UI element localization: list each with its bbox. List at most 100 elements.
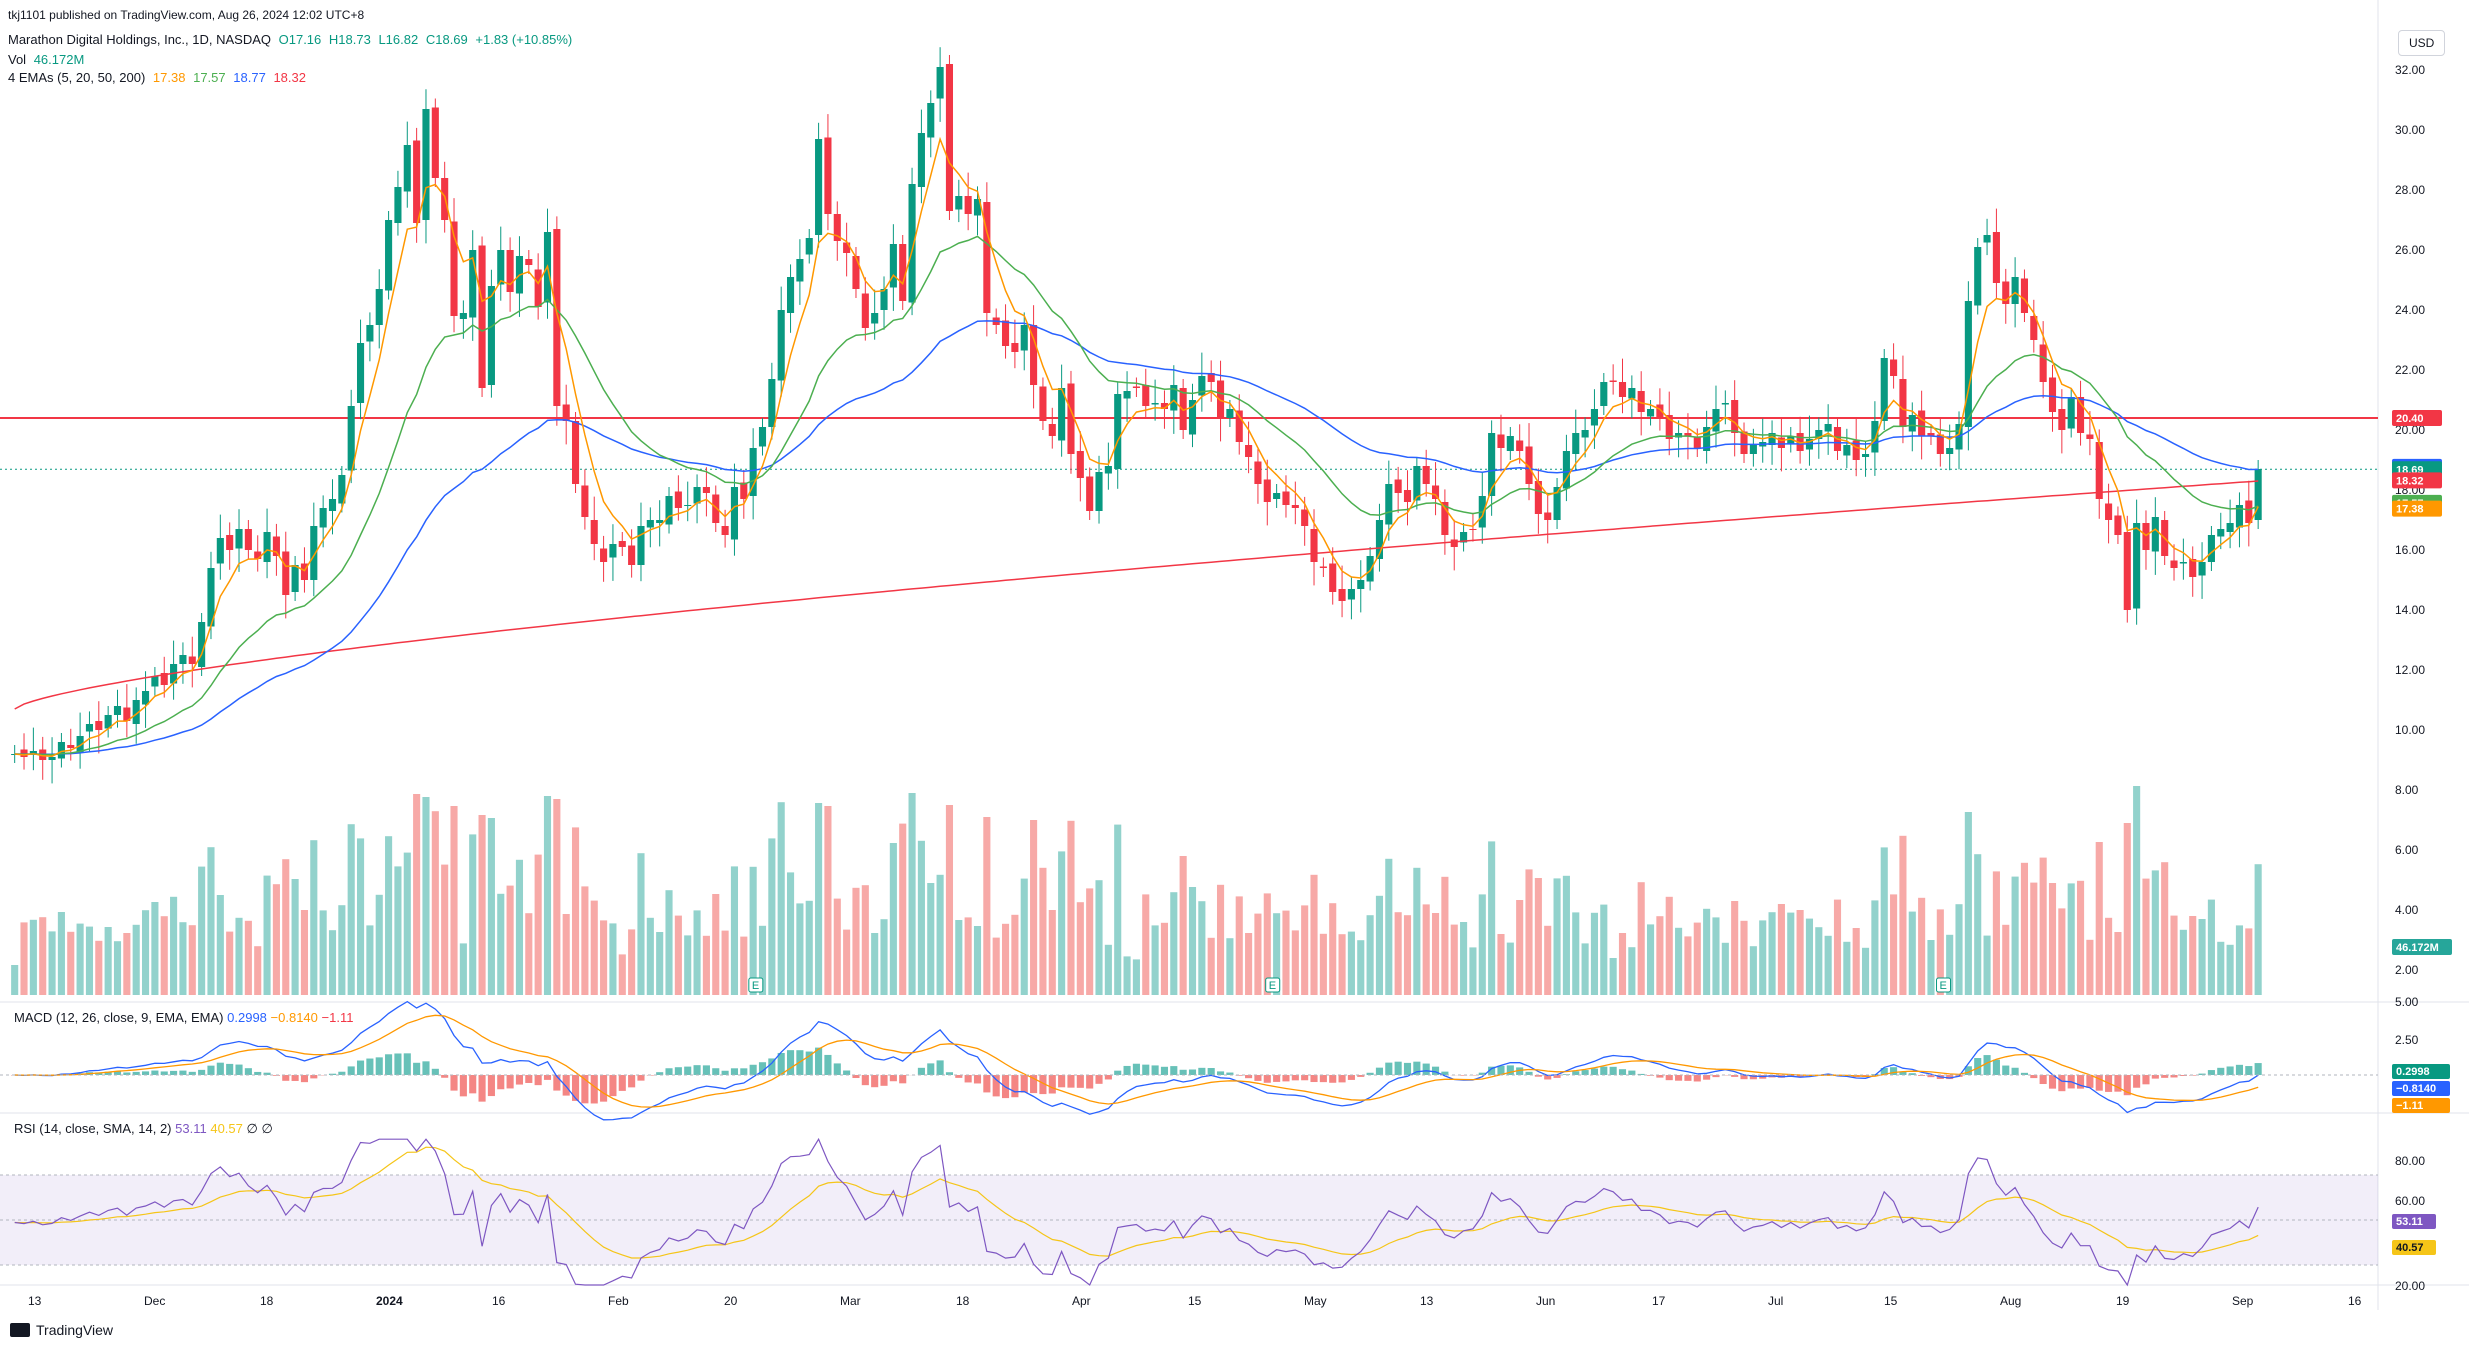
macd-histogram-bar [1338, 1075, 1346, 1083]
volume-bar [936, 874, 944, 995]
volume-bar [1142, 894, 1150, 995]
volume-bar [1263, 893, 1271, 995]
volume-bar [2067, 883, 2075, 995]
volume-bar [702, 935, 710, 995]
volume-bar [422, 797, 430, 995]
candle-body [356, 343, 365, 403]
macd-histogram-bar [497, 1075, 505, 1090]
volume-bar [272, 884, 280, 995]
volume-bar [104, 927, 112, 995]
candle-body [1431, 485, 1440, 499]
footer[interactable]: TradingView [10, 1322, 113, 1338]
candle-body [1656, 404, 1664, 418]
macd-histogram-bar [1329, 1075, 1337, 1083]
rsi-label-box [2392, 1240, 2436, 1255]
macd-histogram-bar [2114, 1075, 2122, 1092]
macd-histogram-bar [871, 1075, 879, 1088]
volume-bar [1488, 841, 1496, 995]
ema20-line [14, 235, 2259, 756]
volume-bar [553, 799, 561, 995]
macd-legend[interactable]: MACD (12, 26, close, 9, EMA, EMA) 0.2998… [14, 1010, 353, 1025]
volume-bar [1562, 875, 1570, 995]
macd-histogram-bar [1273, 1075, 1281, 1082]
macd-histogram-bar [1095, 1075, 1103, 1084]
candle-body [1338, 589, 1346, 601]
candle-body [1058, 388, 1066, 441]
volume-bar [1581, 943, 1589, 995]
macd-histogram-bar [712, 1068, 720, 1075]
volume-bar [543, 796, 552, 995]
macd-label-box [2392, 1081, 2450, 1096]
candle-body [459, 313, 467, 319]
macd-histogram-bar [188, 1071, 196, 1075]
macd-histogram-bar [786, 1050, 795, 1075]
candle-body [1273, 493, 1281, 499]
macd-histogram-bar [431, 1068, 439, 1075]
candle-body [861, 293, 869, 328]
currency-button[interactable]: USD [2398, 30, 2446, 56]
macd-histogram-bar [1319, 1075, 1327, 1083]
macd-histogram-bar [2170, 1075, 2178, 1078]
candle-body [319, 508, 327, 528]
volume-bar [85, 926, 94, 995]
candle-body [899, 244, 907, 301]
candle-body [48, 757, 56, 760]
macd-histogram-bar [1207, 1068, 1215, 1075]
candle-body [1030, 325, 1038, 385]
volume-bar [1712, 917, 1720, 995]
volume-bar [730, 866, 739, 995]
macd-histogram-bar [1600, 1066, 1608, 1075]
volume-bar [889, 843, 897, 995]
rsi-legend[interactable]: RSI (14, close, SMA, 14, 2) 53.11 40.57 … [14, 1121, 273, 1137]
rsi-axis-label: 40.57 [2396, 1242, 2424, 1254]
candle-body [328, 499, 337, 511]
candle-body [983, 202, 991, 313]
earnings-marker-label: E [1269, 980, 1276, 992]
volume-bar [1431, 913, 1440, 995]
candle-body [656, 520, 664, 523]
time-axis-label: 2024 [376, 1294, 403, 1308]
volume-bar [646, 917, 654, 995]
price-axis-tick: 6.00 [2395, 843, 2419, 857]
price-axis-tick: 24.00 [2395, 303, 2425, 317]
macd-histogram-bar [2095, 1075, 2103, 1091]
candle-body [282, 551, 290, 595]
macd-histogram-bar [487, 1075, 495, 1097]
ema50-value: 18.77 [233, 70, 266, 85]
volume-label: Vol [8, 52, 27, 67]
ema-legend[interactable]: 4 EMAs (5, 20, 50, 200) 17.38 17.57 18.7… [8, 70, 310, 85]
macd-histogram-bar [777, 1052, 785, 1075]
price-axis-tick: 4.00 [2395, 903, 2419, 917]
macd-histogram-bar [1637, 1073, 1645, 1075]
volume-bar [76, 923, 84, 995]
volume-bar [226, 931, 234, 995]
time-axis-label: 13 [28, 1294, 42, 1308]
candle-body [1319, 566, 1327, 568]
rsi-value: 53.11 [175, 1121, 207, 1136]
candle-body [1525, 446, 1533, 484]
macd-hist-value: −1.11 [321, 1010, 354, 1025]
volume-bar [1375, 895, 1384, 995]
macd-histogram-bar [843, 1070, 851, 1075]
time-axis-label: Dec [144, 1294, 165, 1308]
macd-histogram-bar [450, 1075, 458, 1091]
candle-body [1123, 391, 1131, 399]
macd-histogram-bar [385, 1054, 393, 1075]
candle-body [1815, 430, 1823, 439]
volume-legend[interactable]: Vol 46.172M [8, 52, 88, 67]
macd-histogram-bar [1357, 1075, 1365, 1077]
macd-histogram-bar [338, 1071, 346, 1075]
macd-histogram-bar [973, 1075, 982, 1084]
macd-histogram-bar [1366, 1072, 1374, 1075]
time-axis-label: Aug [2000, 1294, 2021, 1308]
macd-histogram-bar [992, 1075, 1000, 1097]
volume-bar [1890, 894, 1898, 995]
candle-body [1562, 451, 1570, 489]
macd-histogram-bar [1076, 1075, 1084, 1088]
candle-body [2226, 523, 2234, 532]
macd-histogram-bar [207, 1065, 215, 1075]
volume-bar [1946, 934, 1954, 995]
symbol-name[interactable]: Marathon Digital Holdings, Inc., 1D, NAS… [8, 32, 271, 47]
candle-body [1927, 433, 1935, 436]
